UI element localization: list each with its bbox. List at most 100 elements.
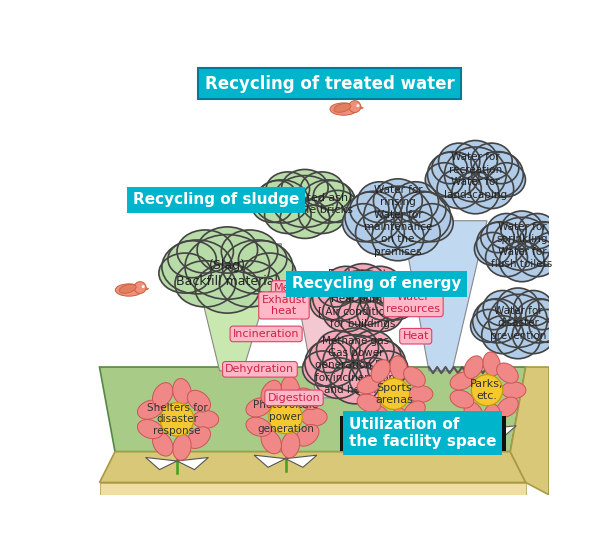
- Ellipse shape: [239, 241, 287, 277]
- Text: Water for
recreation
Water for
landscaping: Water for recreation Water for landscapi…: [444, 152, 507, 200]
- Ellipse shape: [497, 288, 539, 326]
- Circle shape: [134, 282, 146, 294]
- Ellipse shape: [303, 351, 343, 386]
- Ellipse shape: [317, 190, 357, 222]
- Polygon shape: [394, 430, 423, 441]
- Text: Melting: Melting: [274, 284, 315, 294]
- Ellipse shape: [246, 398, 271, 417]
- Ellipse shape: [261, 380, 281, 405]
- Circle shape: [160, 403, 194, 436]
- Ellipse shape: [152, 432, 173, 456]
- Ellipse shape: [407, 192, 446, 227]
- Ellipse shape: [345, 191, 402, 242]
- Ellipse shape: [533, 232, 569, 265]
- Ellipse shape: [368, 351, 408, 386]
- Ellipse shape: [500, 241, 544, 282]
- Polygon shape: [99, 451, 526, 483]
- Polygon shape: [510, 367, 549, 495]
- Ellipse shape: [470, 310, 507, 342]
- Ellipse shape: [484, 152, 519, 183]
- Text: Incineration: Incineration: [233, 329, 300, 339]
- Ellipse shape: [266, 172, 309, 206]
- Ellipse shape: [334, 103, 351, 112]
- Polygon shape: [365, 430, 394, 441]
- Polygon shape: [99, 483, 526, 495]
- Ellipse shape: [358, 266, 402, 303]
- Ellipse shape: [496, 318, 540, 359]
- Ellipse shape: [301, 408, 327, 426]
- Circle shape: [269, 400, 302, 434]
- Polygon shape: [402, 221, 487, 371]
- Ellipse shape: [359, 275, 414, 321]
- Ellipse shape: [472, 152, 523, 197]
- Ellipse shape: [493, 217, 551, 270]
- Ellipse shape: [375, 286, 415, 320]
- Text: Digestion: Digestion: [268, 393, 320, 403]
- Ellipse shape: [168, 241, 217, 277]
- Ellipse shape: [516, 239, 558, 277]
- Ellipse shape: [487, 163, 525, 197]
- Ellipse shape: [470, 169, 514, 208]
- Text: (Slag)
Backfill material: (Slag) Backfill material: [176, 259, 278, 287]
- Text: Exhaust
heat: Exhaust heat: [262, 295, 306, 316]
- Ellipse shape: [357, 182, 403, 223]
- Ellipse shape: [372, 214, 424, 261]
- Ellipse shape: [476, 222, 525, 266]
- FancyBboxPatch shape: [340, 415, 506, 451]
- Ellipse shape: [296, 388, 319, 410]
- Ellipse shape: [452, 172, 499, 214]
- Ellipse shape: [137, 400, 163, 419]
- Ellipse shape: [483, 404, 500, 428]
- Text: Water for
sprinkling
Water for
flush toilets: Water for sprinkling Water for flush toi…: [491, 222, 553, 269]
- Ellipse shape: [332, 328, 378, 369]
- Ellipse shape: [331, 360, 380, 404]
- Ellipse shape: [261, 430, 281, 454]
- Ellipse shape: [315, 358, 362, 399]
- Ellipse shape: [501, 211, 543, 249]
- Polygon shape: [188, 244, 282, 371]
- Ellipse shape: [351, 331, 394, 369]
- Ellipse shape: [392, 211, 440, 255]
- Ellipse shape: [137, 420, 163, 439]
- Text: Photovoltaic
power
generation: Photovoltaic power generation: [253, 400, 318, 434]
- Ellipse shape: [197, 227, 257, 273]
- Ellipse shape: [512, 316, 554, 354]
- Circle shape: [349, 101, 361, 112]
- Ellipse shape: [482, 316, 523, 354]
- Ellipse shape: [299, 196, 345, 234]
- Ellipse shape: [301, 180, 355, 223]
- Ellipse shape: [296, 424, 319, 446]
- Ellipse shape: [317, 331, 360, 369]
- Ellipse shape: [243, 253, 296, 293]
- Ellipse shape: [280, 199, 329, 239]
- Text: Heat: Heat: [403, 331, 429, 341]
- Ellipse shape: [439, 143, 480, 180]
- Ellipse shape: [340, 264, 386, 303]
- Ellipse shape: [357, 394, 381, 412]
- Ellipse shape: [357, 292, 403, 332]
- Ellipse shape: [259, 181, 296, 210]
- Ellipse shape: [371, 406, 390, 428]
- Ellipse shape: [220, 261, 280, 307]
- Ellipse shape: [373, 179, 422, 223]
- Ellipse shape: [246, 417, 271, 436]
- Ellipse shape: [450, 390, 474, 408]
- Ellipse shape: [338, 295, 388, 337]
- Ellipse shape: [475, 232, 511, 265]
- Ellipse shape: [309, 340, 346, 373]
- Ellipse shape: [115, 284, 143, 296]
- Circle shape: [378, 379, 410, 409]
- Ellipse shape: [518, 214, 557, 249]
- Ellipse shape: [481, 222, 514, 252]
- Ellipse shape: [317, 275, 354, 307]
- Ellipse shape: [305, 340, 359, 387]
- Ellipse shape: [453, 141, 498, 180]
- Ellipse shape: [330, 103, 357, 115]
- Ellipse shape: [450, 372, 474, 390]
- Ellipse shape: [350, 192, 389, 227]
- Ellipse shape: [514, 291, 553, 326]
- Ellipse shape: [404, 367, 425, 387]
- Ellipse shape: [477, 299, 511, 330]
- Polygon shape: [361, 107, 364, 109]
- Ellipse shape: [364, 340, 401, 373]
